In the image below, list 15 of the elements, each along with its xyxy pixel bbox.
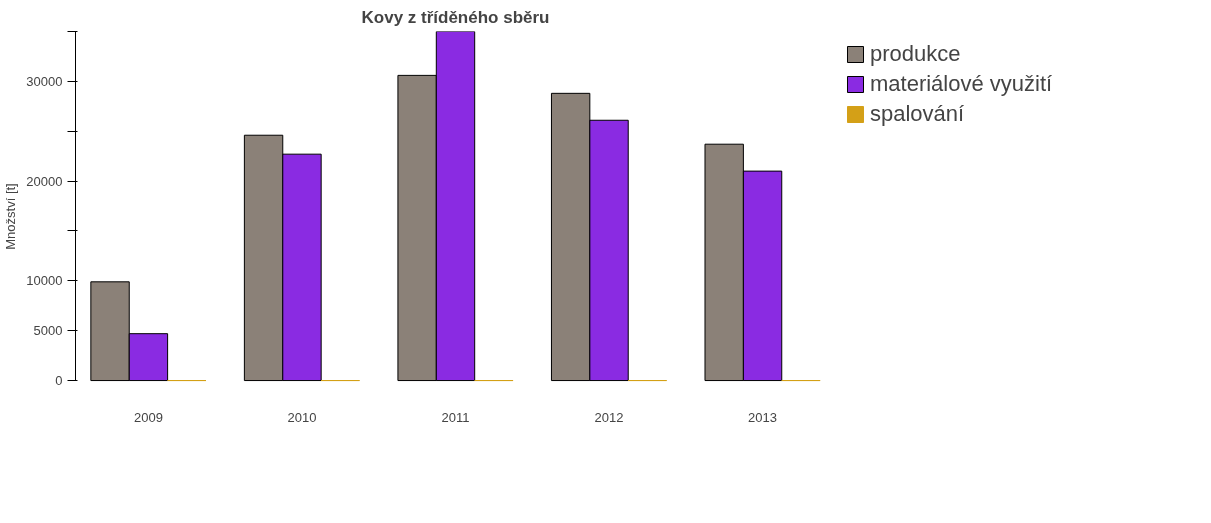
y-tick-label: 10000: [26, 273, 63, 289]
x-tick-label: 2010: [287, 409, 317, 425]
chart-title: Kovy z tříděného sběru: [361, 7, 550, 27]
y-tick-label: 0: [55, 373, 63, 389]
y-tick-label: 20000: [26, 173, 63, 189]
legend-label: spalování: [870, 101, 965, 127]
y-axis-title: Množství [t]: [3, 183, 19, 250]
legend-label: produkce: [870, 41, 961, 67]
x-tick-label: 2013: [748, 409, 778, 425]
y-tick-label: 5000: [33, 323, 63, 339]
x-tick-label: 2009: [133, 409, 163, 425]
legend-label: materiálové využití: [870, 71, 1053, 97]
y-tick-label: 30000: [26, 73, 63, 89]
x-tick-label: 2011: [441, 409, 470, 425]
x-tick-label: 2012: [594, 409, 624, 425]
